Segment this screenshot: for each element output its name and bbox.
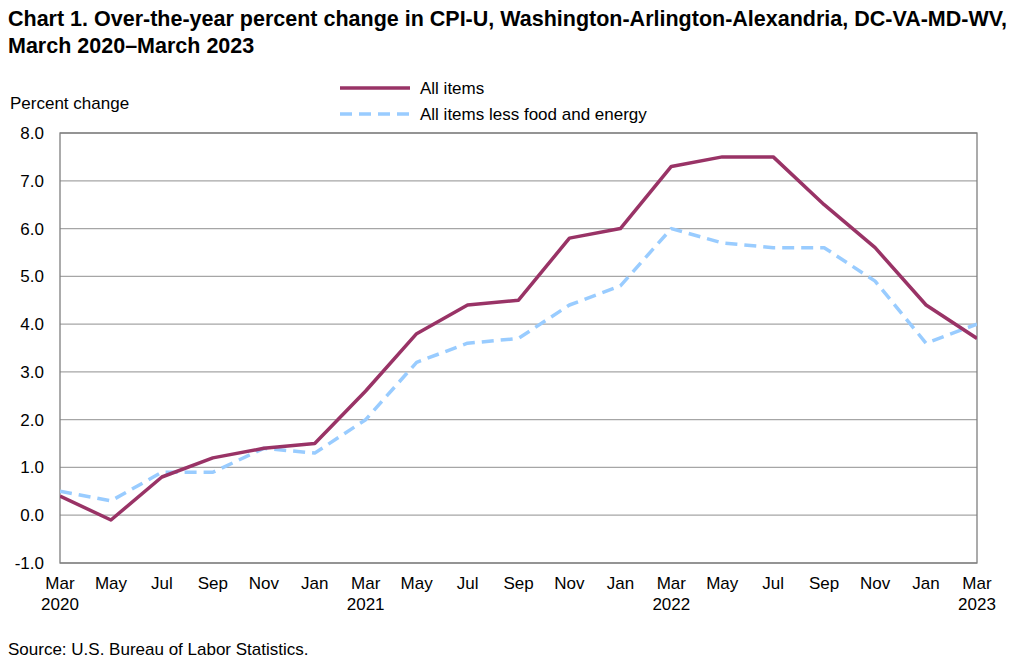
grid-line [60, 228, 977, 229]
x-tick-label-line: Jan [912, 574, 939, 593]
x-tick-label: Mar 2020 [41, 574, 79, 614]
x-tick-label: Nov [554, 574, 585, 593]
x-tick-label-line: 2023 [958, 595, 996, 614]
grid-line [60, 276, 977, 277]
x-tick-label: Jan [912, 574, 939, 593]
y-tick-label: 6.0 [20, 220, 44, 239]
x-tick-label: Jul [151, 574, 173, 593]
x-tick-label: Jan [607, 574, 634, 593]
grid-line [60, 180, 977, 181]
x-tick-label-line: Sep [503, 574, 533, 593]
x-tick-label: Mar 2021 [347, 574, 385, 614]
x-tick-label-line: Nov [860, 574, 891, 593]
x-tick-label-line: May [401, 574, 434, 593]
x-tick-label: Mar 2022 [652, 574, 690, 614]
x-tick-label-line: Jan [607, 574, 634, 593]
x-tick-label-line: Mar [351, 574, 381, 593]
x-tick-label-line: Nov [249, 574, 280, 593]
y-tick-label: 5.0 [20, 267, 44, 286]
legend-label: All items less food and energy [420, 105, 647, 124]
grid-line [60, 467, 977, 468]
x-tick-label-line: 2021 [347, 595, 385, 614]
x-tick-label-line: Mar [657, 574, 687, 593]
y-tick-label: 7.0 [20, 172, 44, 191]
legend-swatch [340, 112, 410, 116]
x-tick-label: Jan [301, 574, 328, 593]
x-tick-label: Nov [249, 574, 280, 593]
y-axis-label: Percent change [10, 94, 129, 113]
x-tick-label: Nov [860, 574, 891, 593]
x-tick-label-line: 2020 [41, 595, 79, 614]
x-tick-label: Sep [198, 574, 228, 593]
x-tick-label-line: Jul [151, 574, 173, 593]
source-note: Source: U.S. Bureau of Labor Statistics. [8, 640, 308, 659]
x-tick-label: Jul [762, 574, 784, 593]
x-tick-label: Jul [457, 574, 479, 593]
x-tick-label-line: Mar [962, 574, 992, 593]
x-tick-label-line: 2022 [652, 595, 690, 614]
x-tick-label-line: Jul [457, 574, 479, 593]
x-tick-label-line: Jul [762, 574, 784, 593]
x-tick-label: May [706, 574, 739, 593]
series-line [60, 229, 977, 501]
y-tick-label: -1.0 [15, 554, 44, 573]
x-tick-label: Sep [809, 574, 839, 593]
y-tick-label: 3.0 [20, 363, 44, 382]
grid-line [60, 419, 977, 420]
x-tick-label: May [95, 574, 128, 593]
y-tick-label: 2.0 [20, 411, 44, 430]
legend-label: All items [420, 79, 484, 98]
chart-svg: -1.0 0.0 1.0 2.0 3.0 4.0 5.0 6.0 7.0 8.0 Percent c… [0, 0, 1033, 662]
x-tick-label: May [401, 574, 434, 593]
lines-group [60, 157, 977, 520]
x-tick-label: Sep [503, 574, 533, 593]
x-tick-label: Mar 2023 [958, 574, 996, 614]
x-tick-label-line: Sep [198, 574, 228, 593]
grid-line [60, 515, 977, 516]
grid-line [60, 371, 977, 372]
plot-frame [60, 133, 977, 563]
x-tick-label-line: Jan [301, 574, 328, 593]
chart-title: Chart 1. Over-the-year percent change in… [8, 6, 1008, 60]
x-tick-label-line: Nov [554, 574, 585, 593]
x-tick-label-line: May [95, 574, 128, 593]
x-tick-label-line: Mar [45, 574, 75, 593]
y-tick-label: 1.0 [20, 458, 44, 477]
x-tick-label-line: Sep [809, 574, 839, 593]
y-tick-label: 8.0 [20, 124, 44, 143]
grid-line [60, 323, 977, 324]
series-line [60, 157, 977, 520]
y-tick-label: 4.0 [20, 315, 44, 334]
x-tick-label-line: May [706, 574, 739, 593]
legend-swatch [340, 86, 410, 90]
y-tick-label: 0.0 [20, 506, 44, 525]
